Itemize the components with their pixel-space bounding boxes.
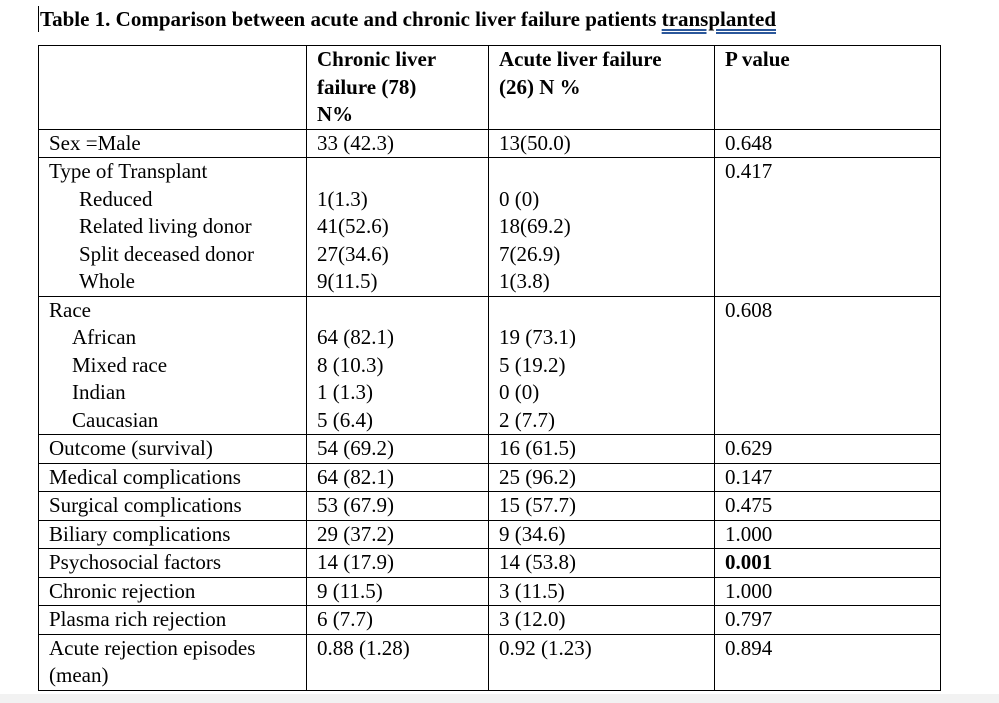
cell-p-value: 0.417 (714, 157, 941, 297)
cell-acute: 16 (61.5) (488, 434, 715, 464)
cell-chronic: 53 (67.9) (306, 491, 489, 521)
cell-acute-group: 19 (73.1) 5 (19.2) 0 (0) 2 (7.7) (488, 295, 715, 435)
table-caption: Table 1. Comparison between acute and ch… (40, 6, 776, 32)
cell-p-value: 1.000 (714, 576, 941, 606)
cell-chronic: 6 (7.7) (306, 605, 489, 635)
table-row: Biliary complications 29 (37.2) 9 (34.6)… (38, 519, 941, 549)
row-label: Surgical complications (38, 491, 307, 521)
cell-chronic: 14 (17.9) (306, 548, 489, 578)
cell-acute: 25 (96.2) (488, 462, 715, 492)
cell-p-value: 0.797 (714, 605, 941, 635)
cell-chronic: 33 (42.3) (306, 128, 489, 158)
header-chronic: Chronic liver failure (78) N% (306, 45, 489, 130)
cell-p-value: 0.894 (714, 633, 941, 691)
cell-acute: 9 (34.6) (488, 519, 715, 549)
cell-acute: 0.92 (1.23) (488, 633, 715, 691)
cell-chronic: 0.88 (1.28) (306, 633, 489, 691)
row-label: Outcome (survival) (38, 434, 307, 464)
cell-acute: 3 (11.5) (488, 576, 715, 606)
table-row: Psychosocial factors 14 (17.9) 14 (53.8)… (38, 548, 941, 578)
cell-chronic: 54 (69.2) (306, 434, 489, 464)
cell-p-value: 0.629 (714, 434, 941, 464)
cell-p-value: 0.475 (714, 491, 941, 521)
cell-p-value-significant: 0.001 (714, 548, 941, 578)
table-row-sex: Sex =Male 33 (42.3) 13(50.0) 0.648 (38, 128, 941, 158)
cell-p-value: 0.608 (714, 295, 941, 435)
table-row: Chronic rejection 9 (11.5) 3 (11.5) 1.00… (38, 576, 941, 606)
cell-chronic-group: 64 (82.1) 8 (10.3) 1 (1.3) 5 (6.4) (306, 295, 489, 435)
header-p-value: P value (714, 45, 941, 130)
row-label: Chronic rejection (38, 576, 307, 606)
table-row-transplant: Type of Transplant Reduced Related livin… (38, 157, 941, 297)
cell-chronic: 9 (11.5) (306, 576, 489, 606)
row-label-group: Race African Mixed race Indian Caucasian (38, 295, 307, 435)
row-label: Plasma rich rejection (38, 605, 307, 635)
cell-acute: 13(50.0) (488, 128, 715, 158)
cell-p-value: 0.648 (714, 128, 941, 158)
row-label: Sex =Male (38, 128, 307, 158)
table-row: Medical complications 64 (82.1) 25 (96.2… (38, 462, 941, 492)
header-empty-cell (38, 45, 307, 130)
cell-p-value: 0.147 (714, 462, 941, 492)
cell-chronic-group: 1(1.3) 41(52.6) 27(34.6) 9(11.5) (306, 157, 489, 297)
comparison-table: Chronic liver failure (78) N% Acute live… (38, 45, 941, 691)
row-label-group: Acute rejection episodes (mean) (38, 633, 307, 691)
cell-p-value: 1.000 (714, 519, 941, 549)
cell-acute: 15 (57.7) (488, 491, 715, 521)
table-row-acute-rejection: Acute rejection episodes (mean) 0.88 (1.… (38, 633, 941, 691)
table-row: Plasma rich rejection 6 (7.7) 3 (12.0) 0… (38, 605, 941, 635)
cell-acute: 3 (12.0) (488, 605, 715, 635)
cell-chronic: 64 (82.1) (306, 462, 489, 492)
caption-text: Table 1. Comparison between acute and ch… (40, 7, 662, 31)
caption-underlined-word[interactable]: transplanted (661, 7, 777, 31)
row-label: Medical complications (38, 462, 307, 492)
table-row-race: Race African Mixed race Indian Caucasian… (38, 295, 941, 435)
row-label: Biliary complications (38, 519, 307, 549)
row-label: Psychosocial factors (38, 548, 307, 578)
cell-acute: 14 (53.8) (488, 548, 715, 578)
cell-chronic: 29 (37.2) (306, 519, 489, 549)
header-acute: Acute liver failure (26) N % (488, 45, 715, 130)
row-label-group: Type of Transplant Reduced Related livin… (38, 157, 307, 297)
page-bottom-edge (0, 694, 999, 703)
text-cursor (38, 6, 39, 32)
table-header-row: Chronic liver failure (78) N% Acute live… (38, 45, 941, 130)
table-row: Surgical complications 53 (67.9) 15 (57.… (38, 491, 941, 521)
cell-acute-group: 0 (0) 18(69.2) 7(26.9) 1(3.8) (488, 157, 715, 297)
table-row: Outcome (survival) 54 (69.2) 16 (61.5) 0… (38, 434, 941, 464)
